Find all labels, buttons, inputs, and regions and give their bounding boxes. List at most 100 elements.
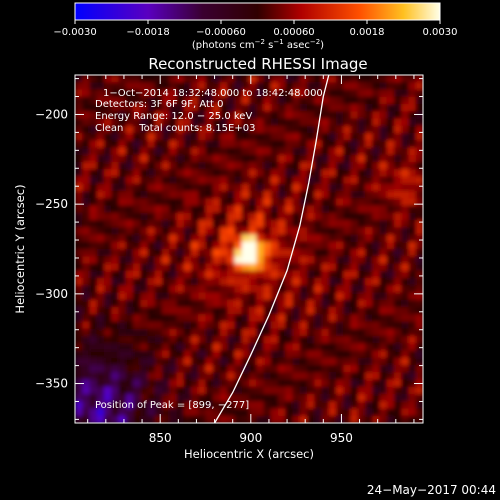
heatmap-cell bbox=[104, 198, 112, 207]
heatmap-cell bbox=[82, 415, 91, 423]
heatmap-cell bbox=[292, 307, 301, 315]
plot-frame bbox=[74, 74, 424, 424]
heatmap-cell bbox=[307, 133, 315, 141]
heatmap-cell bbox=[278, 365, 286, 373]
heatmap-cell bbox=[343, 191, 352, 199]
heatmap-cell bbox=[343, 285, 352, 294]
heatmap-cell bbox=[198, 379, 207, 388]
heatmap-cell bbox=[357, 328, 366, 337]
heatmap-cell bbox=[89, 263, 98, 272]
heatmap-cell bbox=[96, 205, 105, 214]
heatmap-cell bbox=[125, 408, 134, 417]
heatmap-cell bbox=[118, 176, 127, 185]
heatmap-cell bbox=[183, 147, 192, 156]
heatmap-cell bbox=[220, 140, 228, 149]
heatmap-cell bbox=[162, 205, 170, 214]
heatmap-cell bbox=[227, 133, 236, 141]
heatmap-cell bbox=[205, 125, 214, 134]
heatmap-cell bbox=[270, 96, 279, 105]
heatmap-cell bbox=[249, 372, 257, 381]
heatmap-cell bbox=[220, 328, 228, 337]
heatmap-cell bbox=[307, 249, 315, 257]
heatmap-cell bbox=[133, 270, 141, 279]
heatmap-cell bbox=[118, 140, 127, 149]
heatmap-cell bbox=[285, 140, 294, 149]
heatmap-cell bbox=[278, 343, 286, 352]
heatmap-cell bbox=[256, 321, 265, 330]
heatmap-cell bbox=[292, 227, 301, 236]
heatmap-cell bbox=[408, 234, 417, 243]
heatmap-cell bbox=[125, 350, 134, 359]
heatmap-cell bbox=[386, 104, 395, 112]
heatmap-cell bbox=[314, 183, 323, 192]
heatmap-cell bbox=[292, 169, 301, 178]
heatmap-cell bbox=[256, 227, 265, 236]
heatmap-cell bbox=[147, 357, 156, 366]
heatmap-cell bbox=[125, 183, 134, 192]
heatmap-cell bbox=[350, 147, 359, 156]
heatmap-cell bbox=[408, 227, 417, 236]
heatmap-cell bbox=[111, 133, 120, 141]
heatmap-cell bbox=[299, 75, 308, 83]
heatmap-cell bbox=[394, 278, 402, 286]
heatmap-cell bbox=[89, 372, 98, 381]
heatmap-cell bbox=[104, 321, 112, 330]
heatmap-cell bbox=[292, 75, 301, 83]
heatmap-cell bbox=[249, 336, 257, 344]
heatmap-cell bbox=[118, 96, 127, 105]
heatmap-cell bbox=[162, 118, 170, 127]
heatmap-cell bbox=[169, 365, 178, 373]
heatmap-cell bbox=[299, 350, 308, 359]
heatmap-cell bbox=[365, 104, 373, 112]
heatmap-cell bbox=[292, 118, 301, 127]
heatmap-cell bbox=[401, 343, 410, 352]
heatmap-cell bbox=[227, 321, 236, 330]
heatmap-cell bbox=[104, 212, 112, 221]
heatmap-cell bbox=[386, 278, 395, 286]
heatmap-cell bbox=[140, 82, 149, 91]
heatmap-cell bbox=[234, 285, 243, 294]
heatmap-cell bbox=[249, 227, 257, 236]
heatmap-cell bbox=[314, 328, 323, 337]
heatmap-cell bbox=[278, 176, 286, 185]
heatmap-cell bbox=[147, 321, 156, 330]
heatmap-cell bbox=[191, 270, 199, 279]
heatmap-cell bbox=[183, 183, 192, 192]
heatmap-cell bbox=[212, 365, 221, 373]
heatmap-cell bbox=[278, 372, 286, 381]
heatmap-cell bbox=[401, 285, 410, 294]
heatmap-cell bbox=[278, 401, 286, 410]
heatmap-cell bbox=[176, 263, 185, 272]
heatmap-cell bbox=[183, 314, 192, 323]
heatmap-cell bbox=[401, 415, 410, 423]
heatmap-cell bbox=[75, 241, 83, 250]
heatmap-cell bbox=[314, 75, 323, 83]
heatmap-cell bbox=[125, 263, 134, 272]
y-tick-label: −350 bbox=[35, 377, 68, 391]
heatmap-cell bbox=[191, 321, 199, 330]
heatmap-cell bbox=[118, 162, 127, 170]
heatmap-cell bbox=[82, 104, 91, 112]
heatmap-cell bbox=[321, 321, 330, 330]
heatmap-cell bbox=[212, 386, 221, 395]
heatmap-cell bbox=[249, 212, 257, 221]
heatmap-cell bbox=[394, 147, 402, 156]
heatmap-cell bbox=[307, 256, 315, 265]
heatmap-cell bbox=[292, 270, 301, 279]
heatmap-cell bbox=[299, 307, 308, 315]
heatmap-cell bbox=[401, 205, 410, 214]
heatmap-cell bbox=[212, 350, 221, 359]
heatmap-cell bbox=[198, 263, 207, 272]
heatmap-cell bbox=[379, 183, 388, 192]
heatmap-cell bbox=[183, 372, 192, 381]
heatmap-cell bbox=[133, 191, 141, 199]
heatmap-cell bbox=[379, 299, 388, 308]
heatmap-cell bbox=[357, 299, 366, 308]
heatmap-cell bbox=[278, 379, 286, 388]
heatmap-cell bbox=[176, 314, 185, 323]
heatmap-cell bbox=[365, 401, 373, 410]
heatmap-cell bbox=[357, 278, 366, 286]
heatmap-cell bbox=[125, 249, 134, 257]
heatmap-cell bbox=[357, 401, 366, 410]
heatmap-cell bbox=[350, 299, 359, 308]
